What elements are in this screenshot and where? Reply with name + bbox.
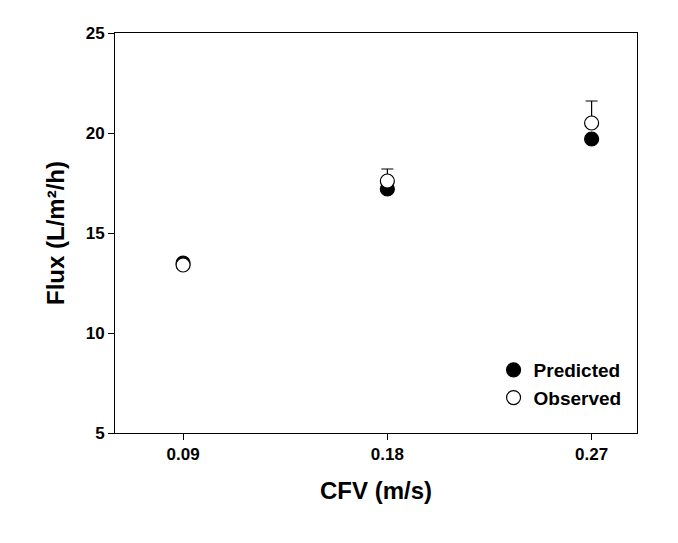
svg-text:0.09: 0.09: [167, 445, 200, 464]
svg-text:Predicted: Predicted: [534, 360, 621, 381]
svg-text:5: 5: [95, 424, 104, 443]
svg-text:0.18: 0.18: [371, 445, 404, 464]
svg-text:0.27: 0.27: [575, 445, 608, 464]
svg-text:Flux (L/m²/h): Flux (L/m²/h): [42, 161, 69, 305]
svg-text:25: 25: [86, 24, 105, 43]
svg-text:Observed: Observed: [534, 388, 622, 409]
svg-text:20: 20: [86, 124, 105, 143]
svg-text:CFV (m/s): CFV (m/s): [320, 477, 432, 504]
svg-text:15: 15: [86, 224, 105, 243]
svg-text:10: 10: [86, 324, 105, 343]
